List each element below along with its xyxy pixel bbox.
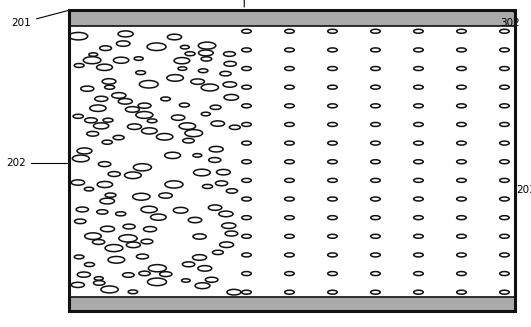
Text: 301: 301 xyxy=(234,0,254,7)
Text: 202: 202 xyxy=(6,159,68,168)
Text: 302: 302 xyxy=(500,12,520,28)
Bar xyxy=(69,10,515,26)
Text: 203: 203 xyxy=(515,180,531,195)
Bar xyxy=(69,297,515,311)
Bar xyxy=(69,10,515,311)
Bar xyxy=(69,10,515,311)
Text: 201: 201 xyxy=(11,10,68,28)
